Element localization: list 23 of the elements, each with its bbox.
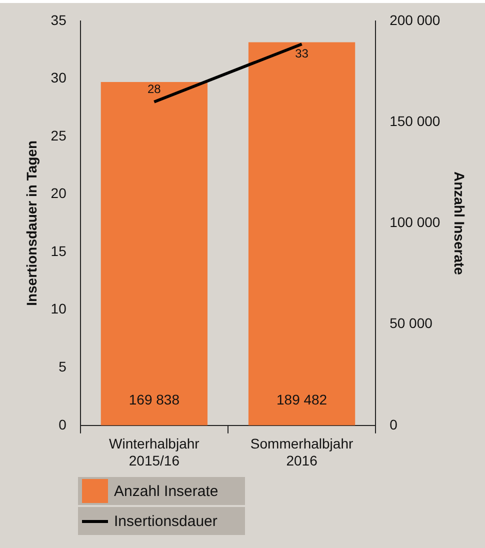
data-label: 33 xyxy=(295,46,309,60)
x-tick-label: Winterhalbjahr 2015/16 xyxy=(109,436,200,468)
y-tick-label: 30 xyxy=(50,70,67,86)
y2-axis-title: Anzahl Inserate xyxy=(452,171,468,276)
data-label: 169 838 xyxy=(128,391,180,408)
y-tick-label: 0 xyxy=(58,416,67,432)
y-tick-label: 35 xyxy=(50,12,67,28)
y2-tick-label: 0 xyxy=(390,416,398,432)
y-axis-title: Insertionsdauer in Tagen xyxy=(23,140,40,306)
data-label: 28 xyxy=(148,82,162,96)
x-tick-label: Sommerhalbjahr 2016 xyxy=(250,436,354,468)
data-label: 189 482 xyxy=(276,391,328,408)
legend-label: Insertionsdauer xyxy=(114,512,218,530)
y2-tick-label: 100 000 xyxy=(390,214,440,230)
y-tick-label: 5 xyxy=(58,358,67,374)
y2-tick-label: 150 000 xyxy=(390,112,440,129)
y-tick-label: 15 xyxy=(50,242,67,259)
legend-label: Anzahl Inserate xyxy=(114,482,218,500)
y2-tick-label: 200 000 xyxy=(390,12,440,28)
y-tick-label: 10 xyxy=(50,300,67,317)
y2-tick-label: 50 000 xyxy=(390,315,433,332)
y-tick-label: 20 xyxy=(50,185,67,202)
y-tick-label: 25 xyxy=(50,127,67,144)
